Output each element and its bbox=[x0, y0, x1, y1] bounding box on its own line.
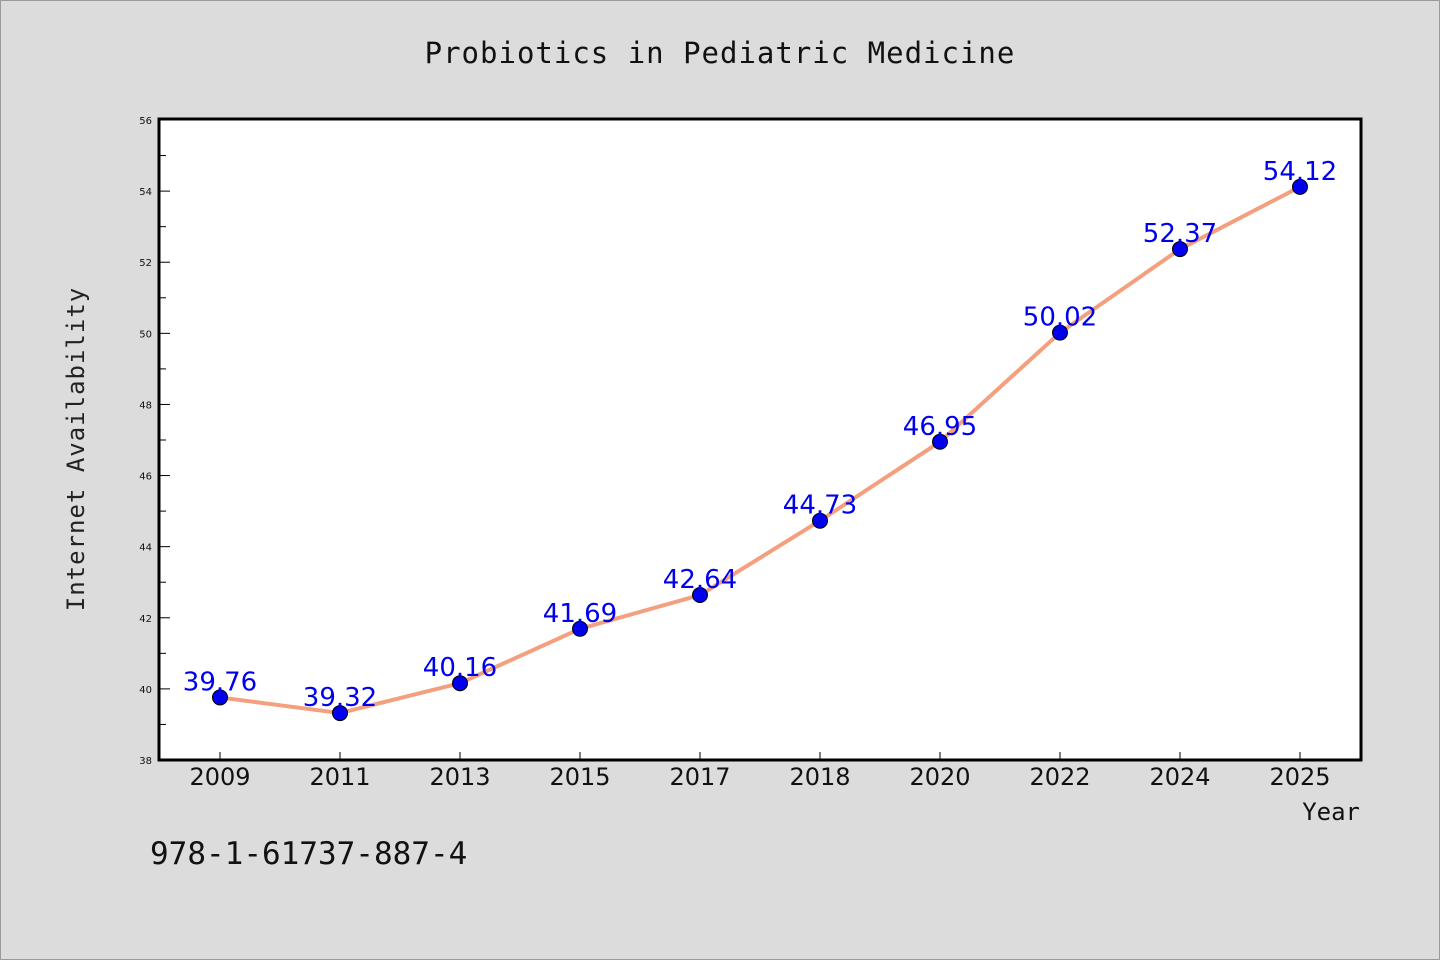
series-line-group bbox=[212, 178, 1308, 722]
data-label: 41.69 bbox=[543, 599, 617, 629]
data-point bbox=[1172, 241, 1188, 258]
x-tick-label: 2009 bbox=[189, 763, 250, 791]
y-tick-label: 46 bbox=[139, 472, 152, 483]
y-tick-label: 44 bbox=[139, 543, 152, 554]
data-point bbox=[452, 675, 468, 692]
data-label: 39.76 bbox=[183, 667, 257, 697]
isbn-annotation: 978-1-61737-887-4 bbox=[150, 836, 467, 872]
y-tick-label: 40 bbox=[139, 685, 152, 696]
y-tick-label: 38 bbox=[139, 756, 152, 767]
data-labels: 39.76 39.32 40.16 41.69 42.64 44.73 46.95 50.02… bbox=[183, 157, 1337, 713]
data-point bbox=[572, 620, 588, 637]
x-axis: 2009 2011 2013 2015 2017 2018 2020 2022 2024 2025 bbox=[189, 752, 1331, 791]
y-tick-label: 56 bbox=[139, 116, 152, 127]
y-axis: 38 40 42 44 46 48 50 52 54 56 bbox=[139, 116, 170, 767]
data-point bbox=[1292, 178, 1308, 195]
data-label: 42.64 bbox=[663, 565, 737, 595]
x-tick-label: 2020 bbox=[909, 763, 970, 791]
data-label: 44.73 bbox=[783, 491, 857, 521]
chart-title: Probiotics in Pediatric Medicine bbox=[425, 36, 1016, 70]
data-point bbox=[932, 433, 948, 450]
x-tick-label: 2011 bbox=[309, 763, 370, 791]
y-tick-label: 48 bbox=[139, 400, 152, 411]
y-axis-label: Internet Availability bbox=[62, 287, 90, 611]
data-label: 52.37 bbox=[1143, 219, 1217, 249]
data-label: 40.16 bbox=[423, 653, 497, 683]
plot-area bbox=[157, 117, 1363, 762]
data-label: 46.95 bbox=[903, 412, 977, 442]
data-label: 39.32 bbox=[303, 683, 377, 713]
y-tick-label: 50 bbox=[139, 329, 152, 340]
data-point bbox=[1052, 324, 1068, 341]
x-tick-label: 2025 bbox=[1269, 763, 1330, 791]
series-line bbox=[219, 185, 1301, 716]
x-axis-label: Year bbox=[1302, 798, 1360, 826]
y-tick-label: 52 bbox=[139, 258, 152, 269]
data-point bbox=[332, 705, 348, 722]
y-tick-label: 54 bbox=[139, 187, 152, 198]
data-point bbox=[812, 512, 828, 529]
x-tick-label: 2022 bbox=[1029, 763, 1090, 791]
x-tick-label: 2013 bbox=[429, 763, 490, 791]
x-tick-label: 2024 bbox=[1149, 763, 1210, 791]
data-point bbox=[692, 587, 708, 604]
x-tick-label: 2018 bbox=[789, 763, 850, 791]
x-tick-label: 2017 bbox=[669, 763, 730, 791]
data-label: 54.12 bbox=[1263, 157, 1337, 187]
y-tick-label: 42 bbox=[139, 614, 152, 625]
data-label: 50.02 bbox=[1023, 303, 1097, 333]
x-tick-label: 2015 bbox=[549, 763, 610, 791]
data-point bbox=[212, 689, 228, 706]
